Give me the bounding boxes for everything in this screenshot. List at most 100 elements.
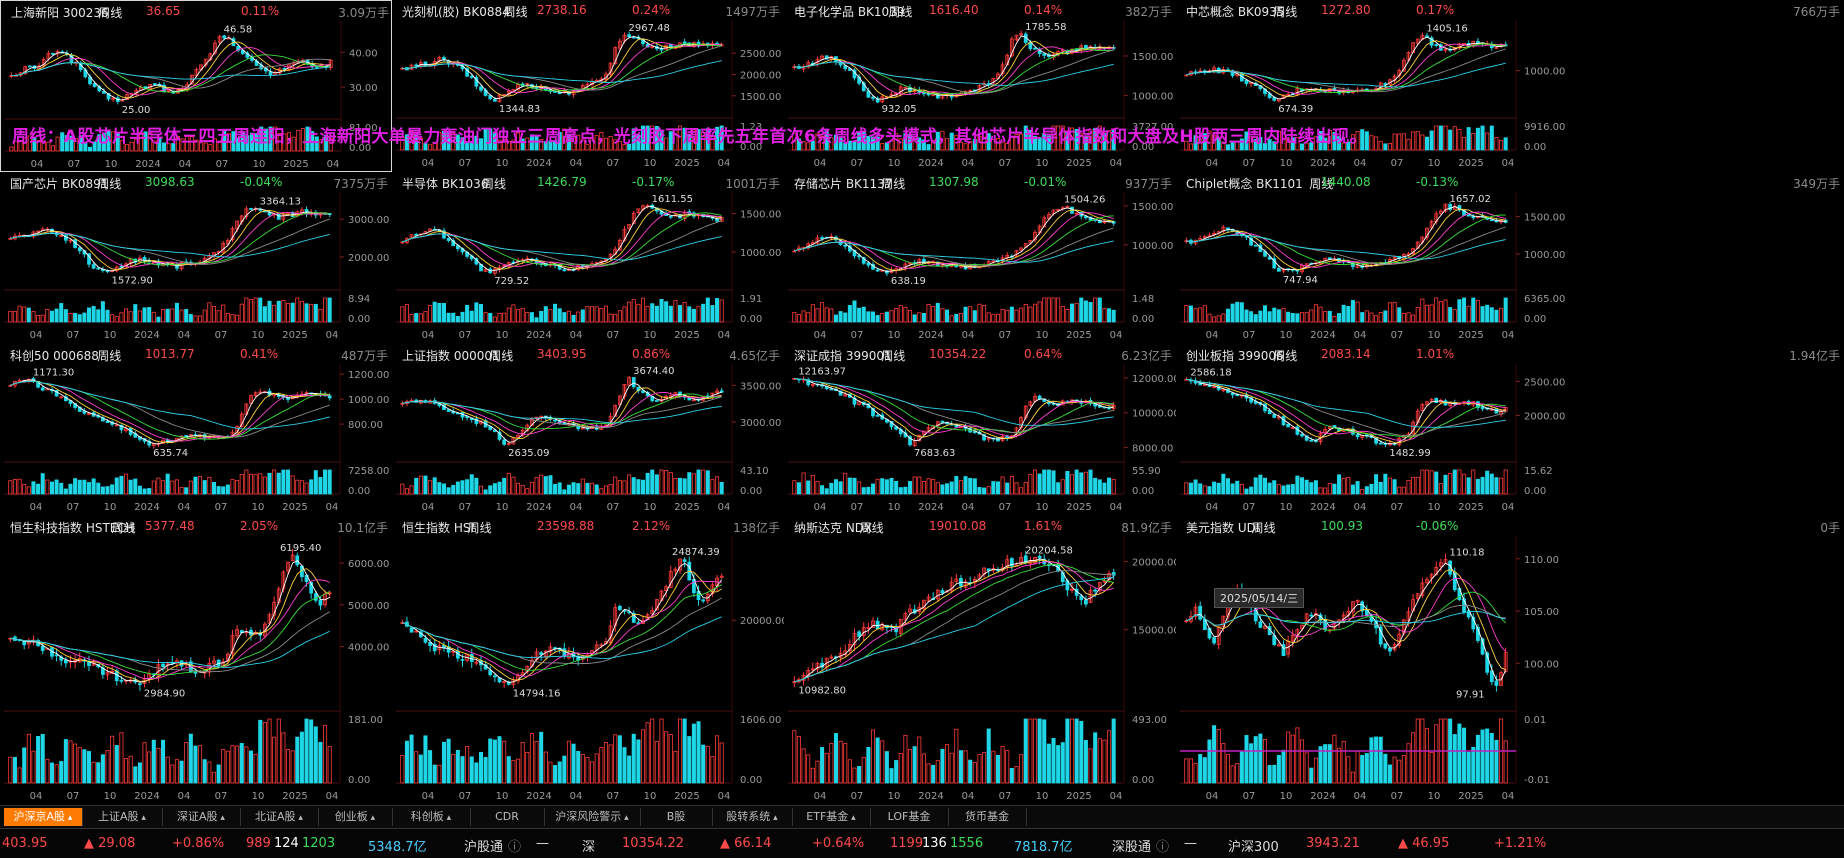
x-tick-label: 07 bbox=[851, 791, 864, 802]
volume-bars bbox=[8, 297, 332, 323]
x-tick-label: 07 bbox=[215, 502, 228, 513]
panel-change: 0.41% bbox=[240, 347, 279, 361]
market-tab[interactable]: 北证A股 ▴ bbox=[240, 808, 319, 826]
panel-change: -0.13% bbox=[1416, 175, 1459, 189]
x-tick-label: 10 bbox=[1428, 502, 1441, 513]
chart-panel[interactable]: 恒生指数 HSI 周线 23598.88 2.12% 138亿手 20000.00 1606… bbox=[392, 516, 784, 805]
moving-average-line bbox=[794, 377, 1114, 426]
moving-average-line bbox=[402, 41, 722, 94]
kline-chart[interactable]: 1000.00 9916.00 0.00 1405.16 674.39 04 07 10 202… bbox=[1176, 0, 1844, 172]
chart-panel[interactable]: Chiplet概念 BK1101 周线 1440.08 -0.13% 349万手 1500… bbox=[1176, 172, 1844, 344]
chart-panel[interactable]: 上证指数 000001 周线 3403.95 0.86% 4.65亿手 3500.00 30… bbox=[392, 344, 784, 516]
chart-panel[interactable]: 深证成指 399001 周线 10354.22 0.64% 6.23亿手 12000.00… bbox=[784, 344, 1176, 516]
moving-average-line bbox=[794, 46, 1114, 96]
sgt-label[interactable]: 深股通 bbox=[1112, 840, 1152, 855]
y-tick-label: 2500.00 bbox=[1524, 377, 1565, 388]
moving-average-line bbox=[794, 209, 1114, 271]
market-tab[interactable]: B股 bbox=[640, 808, 713, 826]
panel-change: 1.61% bbox=[1024, 519, 1063, 533]
x-tick-label: 2024 bbox=[526, 502, 551, 513]
x-tick-label: 10 bbox=[1036, 502, 1049, 513]
x-tick-label: 2024 bbox=[135, 159, 160, 170]
market-tab[interactable]: 股转系统 ▴ bbox=[712, 808, 793, 826]
high-label: 12163.97 bbox=[798, 366, 846, 377]
x-tick-label: 04 bbox=[570, 330, 583, 341]
panel-change: 0.11% bbox=[241, 4, 280, 18]
kline-chart[interactable]: 1500.00 1000.00 1.48 0.00 1504.26 638.19 04 07 1… bbox=[784, 172, 1176, 344]
chart-panel[interactable]: 半导体 BK1036 周线 1426.79 -0.17% 1001万手 1500.00 10… bbox=[392, 172, 784, 344]
kline-chart[interactable]: 12000.00 10000.00 8000.00 55.90 0.00 12163.97… bbox=[784, 344, 1176, 516]
chart-panel[interactable]: 恒生科技指数 HSTECH 周线 5377.48 2.05% 10.1亿手 6000.00… bbox=[0, 516, 392, 805]
x-tick-label: 10 bbox=[496, 791, 509, 802]
x-tick-label: 07 bbox=[1243, 502, 1256, 513]
kline-chart[interactable]: 3500.00 3000.00 43.10 0.00 3674.40 2635.09 04 0… bbox=[392, 344, 784, 516]
market-tab[interactable]: 科创板 ▴ bbox=[392, 808, 471, 826]
volume-tick-bottom: 0.00 bbox=[1524, 142, 1546, 153]
kline-chart[interactable]: 1200.00 1000.00 800.00 7258.00 0.00 1171.30 63… bbox=[0, 344, 392, 516]
crosshair-date-tooltip: 2025/05/14/三 bbox=[1214, 588, 1305, 608]
low-label: 14794.16 bbox=[513, 688, 561, 699]
kline-chart[interactable]: 1500.00 1000.00 3727.00 0.00 1785.58 932.05 04… bbox=[784, 0, 1176, 172]
panel-period: 周线 bbox=[881, 349, 906, 363]
kline-chart[interactable]: 3000.00 2000.00 8.94 0.00 3364.13 1572.90 04 07… bbox=[0, 172, 392, 344]
kline-chart[interactable]: 110.00 105.00 100.00 0.01 -0.01 110.18 97.91 04… bbox=[1176, 516, 1844, 805]
y-tick-label: 2000.00 bbox=[1524, 411, 1565, 422]
market-tab[interactable]: 上证A股 ▴ bbox=[82, 808, 163, 826]
market-tab[interactable]: 深证A股 ▴ bbox=[162, 808, 241, 826]
hs300-pct: +1.21% bbox=[1494, 836, 1547, 851]
market-tab[interactable]: ETF基金 ▴ bbox=[792, 808, 871, 826]
chart-panel[interactable]: 存储芯片 BK1137 周线 1307.98 -0.01% 937万手 1500.00 10… bbox=[784, 172, 1176, 344]
chevron-up-icon: ▴ bbox=[367, 813, 376, 823]
market-tab[interactable]: 创业板 ▴ bbox=[318, 808, 393, 826]
kline-chart[interactable]: 20000.00 15000.00 493.00 0.00 20204.58 10982.… bbox=[784, 516, 1176, 805]
chart-panel[interactable]: 创业板指 399006 周线 2083.14 1.01% 1.94亿手 2500.00 20… bbox=[1176, 344, 1844, 516]
y-tick-label: 1000.00 bbox=[1132, 241, 1173, 252]
x-tick-label: 07 bbox=[999, 791, 1012, 802]
chart-panel[interactable]: 国产芯片 BK0891 周线 3098.63 -0.04% 7375万手 3000.00 2… bbox=[0, 172, 392, 344]
moving-average-line bbox=[402, 392, 722, 435]
kline-chart[interactable]: 1500.00 1000.00 1.91 0.00 1611.55 729.52 04 07 1… bbox=[392, 172, 784, 344]
kline-chart[interactable]: 2500.00 2000.00 1500.00 1.23 0.00 2967.48 1344… bbox=[392, 0, 784, 172]
panel-volume: 937万手 bbox=[1125, 177, 1172, 191]
x-tick-label: 04 bbox=[1206, 158, 1219, 169]
moving-average-line bbox=[1186, 43, 1506, 94]
sh-index-change: ▲ 29.08 bbox=[84, 836, 136, 851]
kline-chart[interactable]: 6000.00 5000.00 4000.00 181.00 0.00 6195.40 29… bbox=[0, 516, 392, 805]
moving-average-line bbox=[402, 60, 722, 83]
sh-flat-count: 124 bbox=[274, 836, 299, 851]
market-tab[interactable]: LOF基金 bbox=[870, 808, 949, 826]
moving-average-line bbox=[1186, 214, 1506, 266]
sh-up-count: 989 bbox=[246, 836, 271, 851]
market-tab[interactable]: CDR bbox=[470, 808, 545, 826]
x-tick-label: 2025 bbox=[1458, 158, 1483, 169]
chart-panel[interactable]: 科创50 000688 周线 1013.77 0.41% 487万手 1200.00 100… bbox=[0, 344, 392, 516]
hgt-help-icon[interactable]: ⓘ bbox=[508, 840, 522, 855]
market-tab[interactable]: 货币基金 bbox=[948, 808, 1027, 826]
chart-panel[interactable]: 上海新阳 300236 周线 36.65 0.11% 3.09万手 40.00 30.00 8… bbox=[0, 0, 392, 172]
x-tick-label: 04 bbox=[30, 502, 43, 513]
panel-price: 23598.88 bbox=[537, 519, 595, 533]
panel-price: 1013.77 bbox=[145, 347, 195, 361]
sgt-help-icon[interactable]: ⓘ bbox=[1156, 840, 1170, 855]
chart-panel[interactable]: 光刻机(胶) BK0884 周线 2738.16 0.24% 1497万手 2500.00… bbox=[392, 0, 784, 172]
panel-period: 周线 bbox=[1251, 521, 1276, 535]
market-tab[interactable]: 沪深京A股 ▴ bbox=[4, 808, 83, 826]
low-label: 1572.90 bbox=[112, 276, 153, 287]
hgt-label[interactable]: 沪股通 bbox=[464, 840, 504, 855]
chart-panel[interactable]: 美元指数 UDI 周线 100.93 -0.06% 0手 110.00 105.00 100.… bbox=[1176, 516, 1844, 805]
volume-bars bbox=[792, 125, 1116, 151]
sh-index-pct: +0.86% bbox=[172, 836, 225, 851]
kline-chart[interactable]: 20000.00 1606.00 0.00 24874.39 14794.16 04 07 1… bbox=[392, 516, 784, 805]
high-label: 2967.48 bbox=[628, 23, 669, 34]
kline-chart[interactable]: 40.00 30.00 81.00 0.00 46.58 25.00 04 07 10 2024 0… bbox=[1, 1, 392, 172]
chart-panel[interactable]: 纳斯达克 NDX 周线 19010.08 1.61% 81.9亿手 20000.00 150… bbox=[784, 516, 1176, 805]
x-tick-label: 10 bbox=[1280, 502, 1293, 513]
kline-chart[interactable]: 1500.00 1000.00 6365.00 0.00 1657.02 747.94 04… bbox=[1176, 172, 1844, 344]
sh-down-count: 1203 bbox=[302, 836, 336, 851]
y-tick-label: 105.00 bbox=[1524, 607, 1559, 618]
kline-chart[interactable]: 2500.00 2000.00 15.62 0.00 2586.18 1482.99 04 0… bbox=[1176, 344, 1844, 516]
sz-flat-count: 136 bbox=[922, 836, 947, 851]
chart-panel[interactable]: 中芯概念 BK0935 周线 1272.80 0.17% 766万手 1000.00 991… bbox=[1176, 0, 1844, 172]
market-tab[interactable]: 沪深风险警示 ▴ bbox=[544, 808, 641, 826]
chart-panel[interactable]: 电子化学品 BK1039 周线 1616.40 0.14% 382万手 1500.00 10… bbox=[784, 0, 1176, 172]
